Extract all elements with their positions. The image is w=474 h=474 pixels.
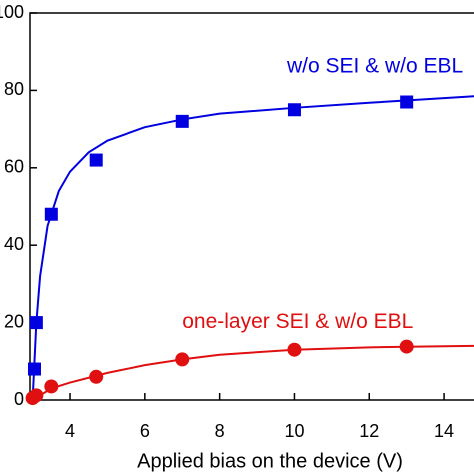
marker (29, 388, 44, 403)
marker (89, 369, 104, 384)
y-tick-label: 80 (4, 79, 24, 99)
x-tick-label: 4 (65, 421, 75, 441)
y-tick-label: 40 (4, 234, 24, 254)
annotation: one-layer SEI & w/o EBL (182, 310, 413, 333)
x-tick-label: 12 (359, 421, 379, 441)
marker (27, 362, 41, 376)
y-tick-label: 20 (4, 311, 24, 331)
marker (400, 95, 414, 109)
x-tick-label: 14 (434, 421, 454, 441)
annotation: w/o SEI & w/o EBL (286, 55, 463, 78)
marker (44, 207, 58, 221)
marker (175, 114, 189, 128)
marker (287, 342, 302, 357)
marker (29, 316, 43, 330)
y-tick-label: 0 (14, 389, 24, 409)
marker (89, 153, 103, 167)
marker (287, 103, 301, 117)
x-tick-label: 6 (140, 421, 150, 441)
marker (44, 379, 59, 394)
y-tick-label: 60 (4, 157, 24, 177)
marker (175, 352, 190, 367)
fit-line (31, 95, 474, 401)
marker (399, 339, 414, 354)
x-tick-label: 10 (284, 421, 304, 441)
axis-frame (29, 12, 474, 401)
x-axis-label: Applied bias on the device (V) (137, 450, 403, 472)
x-tick-label: 8 (215, 421, 225, 441)
y-tick-label: 100 (0, 2, 24, 22)
